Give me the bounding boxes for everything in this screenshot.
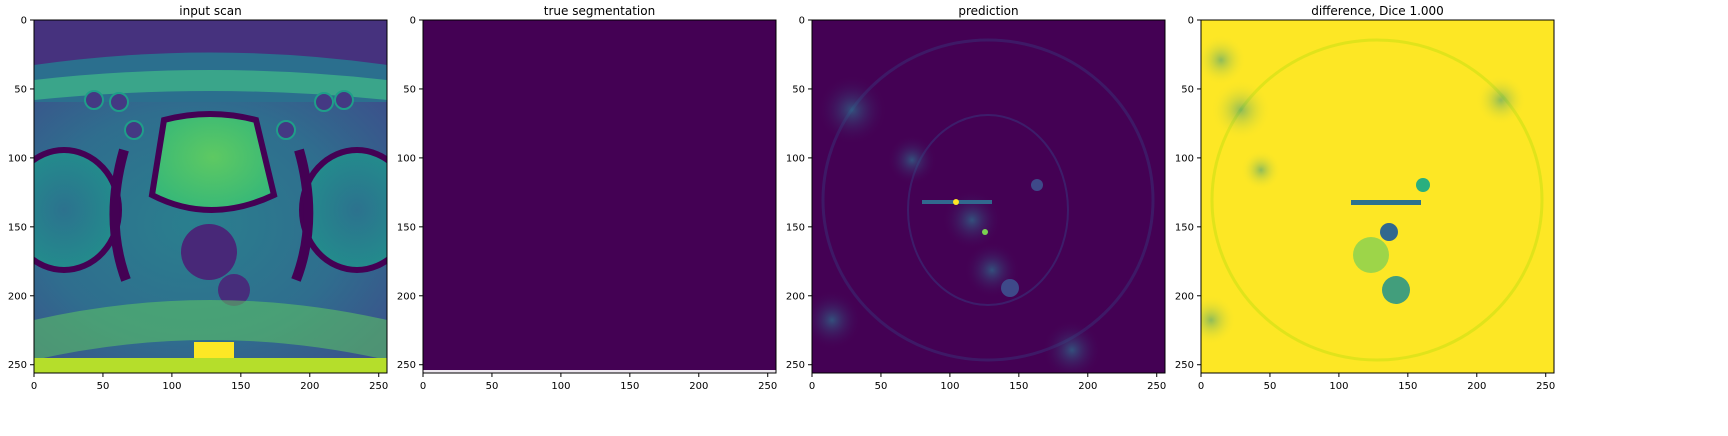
panel-2: true segmentation 0 50 100 150 200 250 0 50 100 15… — [397, 4, 777, 392]
y-tick-label: 100 — [786, 153, 805, 164]
y-tick-label: 150 — [1175, 222, 1194, 233]
y-tick-label: 50 — [14, 84, 27, 95]
panel-title: input scan — [179, 4, 242, 18]
y-tick-label: 100 — [8, 153, 27, 164]
x-tick-label: 100 — [1329, 381, 1348, 392]
x-tick-label: 50 — [1264, 381, 1277, 392]
y-tick-label: 100 — [1175, 153, 1194, 164]
x-tick-label: 250 — [369, 381, 388, 392]
x-tick-label: 0 — [1198, 381, 1204, 392]
panel-title: prediction — [958, 4, 1018, 18]
x-tick-label: 250 — [758, 381, 777, 392]
panel-image-diff — [1201, 20, 1554, 373]
x-tick-label: 200 — [1467, 381, 1486, 392]
y-tick-label: 250 — [1175, 360, 1194, 371]
x-tick-label: 0 — [31, 381, 37, 392]
x-tick-label: 50 — [97, 381, 110, 392]
y-tick-label: 0 — [1188, 16, 1194, 27]
x-tick-label: 100 — [162, 381, 181, 392]
x-tick-label: 150 — [620, 381, 639, 392]
y-tick-label: 50 — [1181, 84, 1194, 95]
x-tick-label: 0 — [809, 381, 815, 392]
x-tick-label: 200 — [689, 381, 708, 392]
panel-image-pred — [812, 20, 1165, 373]
y-tick-label: 150 — [786, 222, 805, 233]
x-tick-label: 200 — [1078, 381, 1097, 392]
panel-4: difference, Dice 1.000 0 50 100 150 200 250 0 50… — [1175, 4, 1555, 392]
y-tick-label: 150 — [8, 222, 27, 233]
panel-image-flat — [423, 20, 776, 373]
x-tick-label: 250 — [1536, 381, 1555, 392]
panel-1: input scan 0 50 100 150 200 250 0 50 100 150 200 250 — [8, 4, 388, 392]
y-tick-label: 200 — [397, 291, 416, 302]
x-tick-label: 100 — [940, 381, 959, 392]
y-tick-label: 250 — [8, 360, 27, 371]
y-tick-label: 200 — [786, 291, 805, 302]
axes-frame — [422, 19, 777, 374]
panel-image-mri — [34, 20, 387, 373]
y-tick-label: 0 — [799, 16, 805, 27]
y-tick-label: 50 — [792, 84, 805, 95]
y-tick-label: 200 — [8, 291, 27, 302]
x-tick-label: 0 — [420, 381, 426, 392]
axes-frame — [33, 19, 388, 374]
x-tick-label: 50 — [486, 381, 499, 392]
panel-title: true segmentation — [544, 4, 655, 18]
x-tick-label: 150 — [231, 381, 250, 392]
x-tick-label: 150 — [1009, 381, 1028, 392]
y-tick-label: 200 — [1175, 291, 1194, 302]
x-tick-label: 150 — [1398, 381, 1417, 392]
x-tick-label: 200 — [300, 381, 319, 392]
y-tick-label: 0 — [410, 16, 416, 27]
panel-3: prediction 0 50 100 150 200 250 0 50 100 150 200 250 — [786, 4, 1166, 392]
axes-frame — [811, 19, 1166, 374]
y-tick-label: 0 — [21, 16, 27, 27]
x-tick-label: 50 — [875, 381, 888, 392]
axes-frame — [1200, 19, 1555, 374]
x-tick-label: 250 — [1147, 381, 1166, 392]
y-tick-label: 250 — [397, 360, 416, 371]
y-tick-label: 250 — [786, 360, 805, 371]
y-tick-label: 50 — [403, 84, 416, 95]
panel-title: difference, Dice 1.000 — [1311, 4, 1444, 18]
y-tick-label: 100 — [397, 153, 416, 164]
y-tick-label: 150 — [397, 222, 416, 233]
x-tick-label: 100 — [551, 381, 570, 392]
